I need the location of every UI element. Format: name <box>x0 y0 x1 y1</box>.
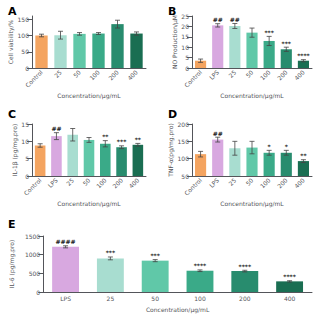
svg-text:25: 25 <box>181 13 189 20</box>
svg-text:***: *** <box>106 249 116 256</box>
svg-text:20: 20 <box>181 23 189 30</box>
svg-text:100: 100 <box>95 176 108 189</box>
svg-text:400: 400 <box>293 68 306 81</box>
svg-text:25: 25 <box>53 68 63 78</box>
svg-text:25: 25 <box>227 68 237 78</box>
svg-text:0: 0 <box>25 173 29 180</box>
svg-text:Control: Control <box>22 176 42 196</box>
svg-text:Concentration/μg/mL: Concentration/μg/mL <box>57 92 121 100</box>
svg-text:Concentration/μg/mL: Concentration/μg/mL <box>220 200 284 208</box>
svg-text:1500: 1500 <box>25 233 40 240</box>
svg-text:100: 100 <box>18 32 30 39</box>
svg-text:25: 25 <box>65 176 75 186</box>
svg-text:***: *** <box>282 40 292 47</box>
svg-text:50: 50 <box>181 173 189 180</box>
svg-text:##: ## <box>51 125 61 132</box>
svg-text:25: 25 <box>227 176 237 186</box>
svg-text:****: **** <box>194 262 207 269</box>
svg-text:LPS: LPS <box>208 68 221 81</box>
svg-text:****: **** <box>239 263 252 270</box>
svg-text:**: ** <box>300 152 307 159</box>
svg-text:##: ## <box>230 16 240 23</box>
svg-text:100: 100 <box>259 176 272 189</box>
svg-text:150: 150 <box>18 16 30 23</box>
svg-text:100: 100 <box>259 68 272 81</box>
svg-text:LPS: LPS <box>208 176 221 189</box>
svg-text:200: 200 <box>276 68 289 81</box>
svg-text:Control: Control <box>24 68 44 88</box>
svg-text:***: *** <box>264 29 274 36</box>
svg-text:Concentration/μg/mL: Concentration/μg/mL <box>220 92 284 100</box>
svg-text:LPS: LPS <box>60 295 71 302</box>
svg-text:**: ** <box>135 136 142 143</box>
svg-text:200: 200 <box>107 68 120 81</box>
svg-text:**: ** <box>102 133 109 140</box>
svg-text:Control: Control <box>183 68 203 88</box>
svg-text:##: ## <box>213 130 223 137</box>
svg-text:NO Production/μM: NO Production/μM <box>171 15 179 69</box>
svg-text:50: 50 <box>151 295 159 302</box>
svg-text:50: 50 <box>81 176 91 186</box>
svg-text:Control: Control <box>183 176 203 196</box>
svg-text:15: 15 <box>181 33 189 40</box>
svg-text:500: 500 <box>29 270 41 277</box>
svg-text:1000: 1000 <box>25 251 40 258</box>
svg-text:400: 400 <box>126 68 139 81</box>
svg-text:50: 50 <box>21 48 29 55</box>
svg-text:0: 0 <box>25 65 29 72</box>
svg-text:100: 100 <box>178 155 190 162</box>
svg-text:##: ## <box>213 16 223 23</box>
svg-text:Concentration/μg/mL: Concentration/μg/mL <box>146 306 210 314</box>
svg-text:400: 400 <box>293 176 306 189</box>
svg-text:LPS: LPS <box>46 176 59 189</box>
svg-text:400: 400 <box>127 176 140 189</box>
svg-text:B: B <box>168 5 176 18</box>
svg-text:10: 10 <box>21 138 29 145</box>
svg-text:***: *** <box>150 252 160 259</box>
svg-text:5: 5 <box>25 155 29 162</box>
svg-text:*: * <box>285 143 289 150</box>
svg-text:200: 200 <box>111 176 124 189</box>
svg-text:5: 5 <box>185 54 189 61</box>
svg-text:100: 100 <box>194 295 206 302</box>
svg-text:E: E <box>8 218 16 231</box>
svg-text:50: 50 <box>72 68 82 78</box>
svg-text:IL-6 (pg/mg.pro): IL-6 (pg/mg.pro) <box>8 240 16 289</box>
svg-text:A: A <box>8 5 17 18</box>
svg-text:***: *** <box>117 138 127 145</box>
svg-text:50: 50 <box>244 68 254 78</box>
svg-text:15: 15 <box>21 121 29 128</box>
svg-text:150: 150 <box>178 138 190 145</box>
svg-text:200: 200 <box>239 295 251 302</box>
svg-text:200: 200 <box>276 176 289 189</box>
svg-text:IL-1β (pg/mg.pro): IL-1β (pg/mg.pro) <box>11 124 19 176</box>
svg-text:C: C <box>8 108 16 121</box>
svg-text:*: * <box>268 143 272 150</box>
svg-text:****: **** <box>283 273 296 280</box>
svg-text:400: 400 <box>284 295 296 302</box>
svg-text:####: #### <box>56 238 76 245</box>
svg-text:Concentration/μg/mL: Concentration/μg/mL <box>57 200 121 208</box>
svg-text:200: 200 <box>178 121 190 128</box>
svg-text:25: 25 <box>107 295 115 302</box>
svg-text:0: 0 <box>185 65 189 72</box>
svg-text:10: 10 <box>181 44 189 51</box>
svg-text:****: **** <box>297 52 310 59</box>
svg-text:Cell viability/%: Cell viability/% <box>7 19 15 64</box>
svg-text:50: 50 <box>244 176 254 186</box>
svg-text:D: D <box>168 108 177 121</box>
svg-text:100: 100 <box>88 68 101 81</box>
svg-text:0: 0 <box>36 289 40 296</box>
svg-text:TNF-α(pg/mg.pro): TNF-α(pg/mg.pro) <box>167 123 175 177</box>
